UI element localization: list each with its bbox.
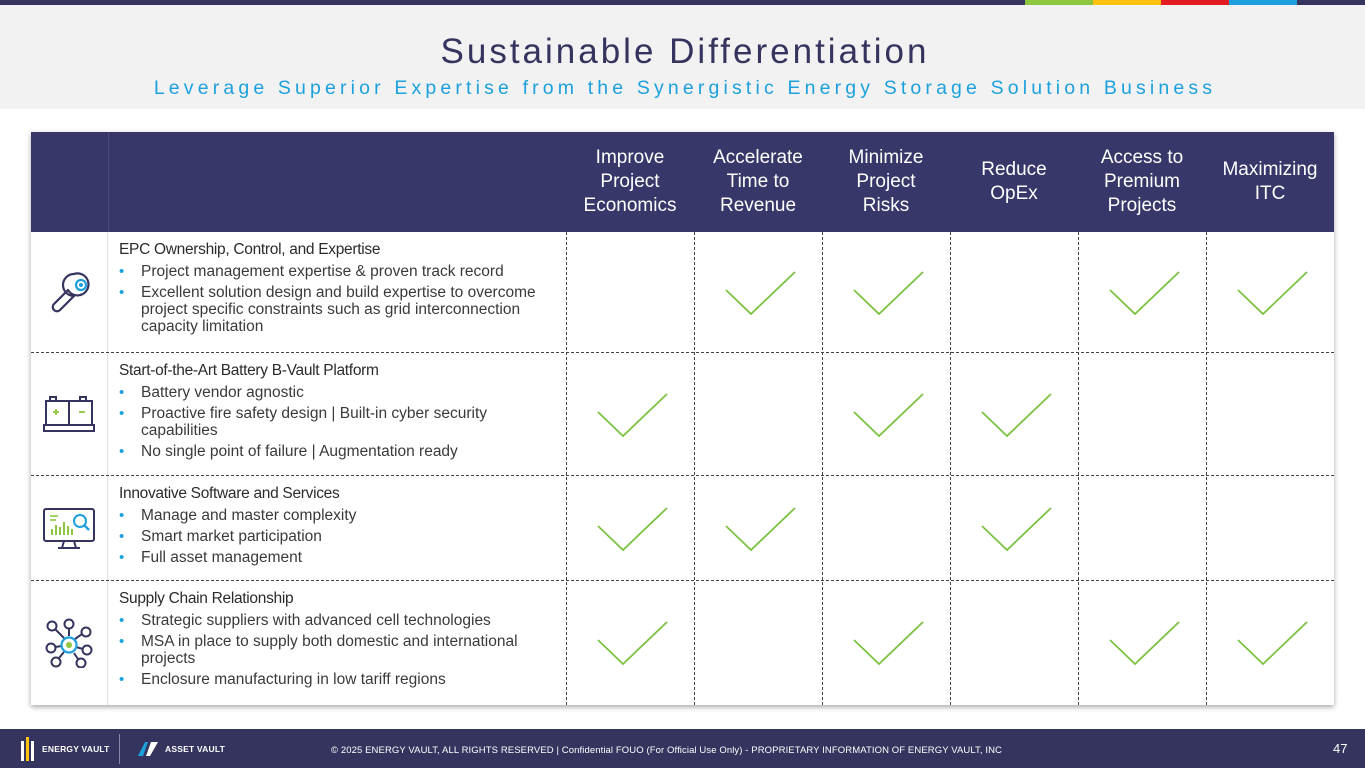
matrix-row-epc: EPC Ownership, Control, and Expertise Pr… [31, 232, 1334, 353]
column-divider [822, 232, 823, 705]
check-mark-icon [981, 506, 1052, 551]
check-mark-icon [1237, 621, 1308, 666]
row-description: Start-of-the-Art Battery B-Vault Platfor… [119, 362, 559, 464]
check-mark-icon [597, 621, 668, 666]
asset-vault-logo: ASSET VAULT [137, 734, 225, 764]
column-divider [1206, 232, 1207, 705]
differentiation-matrix: Improve Project Economics Accelerate Tim… [31, 132, 1334, 705]
accent-bar-green [1025, 0, 1093, 5]
check-mark-icon [597, 506, 668, 551]
column-divider [694, 232, 695, 705]
check-mark-icon [1237, 270, 1308, 315]
bullet-item: Full asset management [119, 549, 559, 566]
row-title: EPC Ownership, Control, and Expertise [119, 241, 381, 258]
bullet-item: Smart market participation [119, 528, 559, 545]
wrench-icon [51, 271, 90, 312]
bullet-item: Excellent solution design and build expe… [119, 284, 559, 335]
column-header-access-to-premium-projects: Access to Premium Projects [1100, 147, 1184, 216]
check-mark-icon [725, 270, 796, 315]
check-mark-icon [1109, 270, 1180, 315]
top-bar [0, 0, 1365, 5]
row-separator [31, 352, 1334, 353]
check-mark-icon [853, 621, 924, 666]
bullet-item: Manage and master complexity [119, 507, 559, 524]
column-header-maximizing-itc: Maximizing ITC [1222, 159, 1318, 204]
page-number: 47 [1333, 741, 1348, 756]
slide-header: Sustainable Differentiation Leverage Sup… [0, 5, 1365, 109]
row-description: EPC Ownership, Control, and Expertise Pr… [119, 241, 559, 339]
row-description: Supply Chain Relationship Strategic supp… [119, 590, 559, 692]
slide-title: Sustainable Differentiation [440, 32, 930, 71]
matrix-row-supply-chain: Supply Chain Relationship Strategic supp… [31, 581, 1334, 705]
energy-vault-logo: ENERGY VAULT [20, 734, 110, 764]
row-description: Innovative Software and Services Manage … [119, 485, 559, 570]
row-icon-cell [31, 581, 108, 705]
row-icon-cell [31, 232, 108, 353]
battery-icon [43, 395, 95, 432]
row-title: Innovative Software and Services [119, 485, 340, 502]
bullet-item: Battery vendor agnostic [119, 384, 559, 401]
bullet-item: No single point of failure | Augmentatio… [119, 443, 559, 460]
monitor-analytics-icon [43, 507, 95, 549]
row-bullets: Strategic suppliers with advanced cell t… [119, 612, 559, 688]
network-icon [45, 618, 93, 668]
bullet-item: Project management expertise & proven tr… [119, 263, 559, 280]
column-divider [566, 232, 567, 705]
column-header-reduce-opex: Reduce OpEx [981, 159, 1047, 204]
asset-vault-logo-icon [138, 742, 158, 756]
row-bullets: Battery vendor agnostic Proactive fire s… [119, 384, 559, 460]
row-title: Supply Chain Relationship [119, 590, 294, 607]
asset-vault-logo-text: ASSET VAULT [165, 744, 225, 754]
column-header-accelerate-time-to-revenue: Accelerate Time to Revenue [713, 147, 803, 216]
header-divider [108, 132, 109, 232]
matrix-row-battery: Start-of-the-Art Battery B-Vault Platfor… [31, 353, 1334, 476]
check-mark-icon [725, 506, 796, 551]
row-bullets: Project management expertise & proven tr… [119, 263, 559, 335]
energy-vault-logo-icon [21, 737, 34, 761]
check-mark-icon [597, 392, 668, 437]
row-bullets: Manage and master complexity Smart marke… [119, 507, 559, 566]
accent-bar-blue [1229, 0, 1297, 5]
bullet-item: Strategic suppliers with advanced cell t… [119, 612, 559, 629]
logo-divider [119, 734, 120, 764]
matrix-row-software: Innovative Software and Services Manage … [31, 476, 1334, 581]
row-separator [31, 580, 1334, 581]
check-mark-icon [853, 392, 924, 437]
bullet-item: Proactive fire safety design | Built-in … [119, 405, 559, 439]
energy-vault-logo-text: ENERGY VAULT [42, 744, 110, 754]
check-mark-icon [1109, 621, 1180, 666]
accent-bar-red [1161, 0, 1229, 5]
slide-footer: ENERGY VAULT ASSET VAULT © 2025 ENERGY V… [0, 729, 1365, 768]
copyright-notice: © 2025 ENERGY VAULT, ALL RIGHTS RESERVED… [331, 745, 1003, 756]
slide-subtitle: Leverage Superior Expertise from the Syn… [153, 77, 1217, 99]
column-divider [950, 232, 951, 705]
column-divider [1078, 232, 1079, 705]
row-icon-cell [31, 353, 108, 476]
check-mark-icon [853, 270, 924, 315]
bullet-item: Enclosure manufacturing in low tariff re… [119, 671, 559, 688]
column-header-minimize-project-risks: Minimize Project Risks [848, 147, 924, 216]
row-separator [31, 475, 1334, 476]
check-mark-icon [981, 392, 1052, 437]
row-title: Start-of-the-Art Battery B-Vault Platfor… [119, 362, 379, 379]
row-icon-cell [31, 476, 108, 581]
column-header-improve-project-economics: Improve Project Economics [583, 147, 677, 216]
matrix-header-row: Improve Project Economics Accelerate Tim… [31, 132, 1334, 232]
accent-bar-yellow [1093, 0, 1161, 5]
bullet-item: MSA in place to supply both domestic and… [119, 633, 559, 667]
